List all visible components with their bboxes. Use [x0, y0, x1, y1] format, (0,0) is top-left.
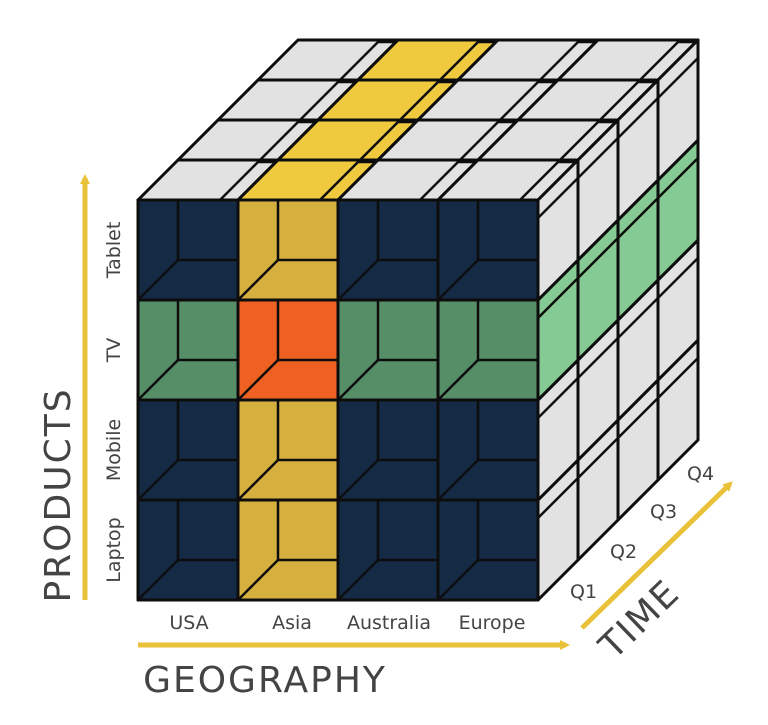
time-label-q2: Q2 — [610, 541, 637, 563]
product-label-tablet: Tablet — [103, 222, 125, 280]
time-axis-arrow — [580, 481, 733, 630]
front-cell-edge — [237, 459, 279, 501]
time-axis-title: TIME — [591, 572, 688, 668]
front-cell-edge — [137, 359, 179, 401]
front-cell-edge — [437, 259, 479, 301]
products-axis-title: PRODUCTS — [38, 387, 79, 602]
front-cell-edge — [337, 459, 379, 501]
front-cell-edge — [437, 559, 479, 601]
product-label-laptop: Laptop — [103, 517, 125, 582]
front-cell-edge — [137, 459, 179, 501]
front-cell-edge — [137, 559, 179, 601]
geography-axis-title: GEOGRAPHY — [143, 660, 387, 701]
front-cell-edge — [437, 359, 479, 401]
time-label-q3: Q3 — [650, 501, 677, 523]
front-cell-edge — [237, 259, 279, 301]
cube-front-face — [136, 198, 540, 602]
geography-label-usa: USA — [169, 612, 208, 634]
cube-top-face — [136, 38, 700, 202]
geography-label-europe: Europe — [459, 612, 526, 634]
cube-right-face — [536, 38, 700, 602]
time-label-q1: Q1 — [570, 581, 597, 603]
product-label-mobile: Mobile — [103, 419, 125, 481]
front-cell-edge — [137, 259, 179, 301]
front-cell-edge — [337, 359, 379, 401]
front-cell-edge — [337, 559, 379, 601]
product-label-tv: TV — [103, 338, 125, 364]
time-label-q4: Q4 — [687, 463, 714, 485]
front-cell-edge — [237, 559, 279, 601]
front-cell-edge — [437, 459, 479, 501]
geography-label-australia: Australia — [347, 612, 431, 634]
front-cell-edge — [337, 259, 379, 301]
geography-label-asia: Asia — [272, 612, 312, 634]
front-cell-edge — [237, 359, 279, 401]
front-face-border — [136, 198, 540, 602]
